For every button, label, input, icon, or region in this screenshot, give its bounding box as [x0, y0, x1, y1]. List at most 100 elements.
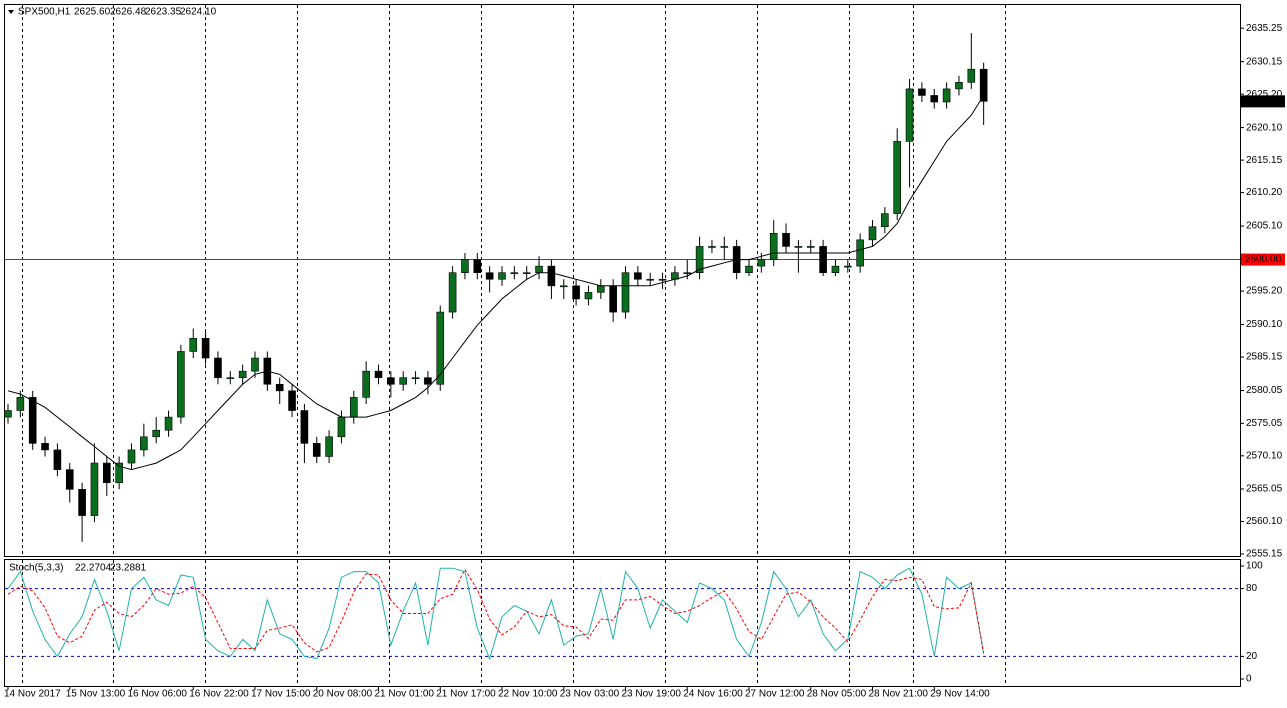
stoch-title: Stoch(5,3,3): [9, 563, 63, 574]
y-tick-label: 2610.20: [1246, 187, 1283, 198]
x-tick-label: 22 Nov 10:00: [498, 689, 558, 700]
candle-body: [831, 265, 840, 273]
ohlc-low: 2623.35: [145, 7, 182, 18]
x-tick-label: 21 Nov 01:00: [375, 689, 435, 700]
candle-body: [140, 436, 148, 451]
x-tick-label: 23 Nov 19:00: [622, 689, 682, 700]
candle-body: [535, 265, 543, 273]
candle-body: [609, 285, 617, 313]
candle-body: [720, 246, 729, 248]
y-tick-label: 2565.05: [1246, 484, 1283, 495]
x-tick-label: 16 Nov 22:00: [189, 689, 249, 700]
y-tick-label: 2575.05: [1246, 418, 1283, 429]
candle-body: [300, 410, 309, 444]
candle-body: [559, 285, 568, 288]
candle-body: [806, 246, 815, 248]
candle-body: [325, 436, 333, 457]
candle-body: [634, 272, 642, 280]
candle-body: [695, 246, 704, 273]
candle-body: [547, 265, 556, 287]
candle-body: [288, 390, 296, 411]
candle-body: [893, 141, 902, 214]
candle-body: [757, 259, 766, 267]
candle-body: [621, 272, 630, 313]
stoch-panel: [4, 559, 1241, 687]
symbol: SPX500,H1: [18, 7, 71, 18]
candle-body: [843, 265, 852, 268]
y-tick-label: 2630.15: [1246, 56, 1283, 67]
candle-body: [4, 410, 12, 418]
y-tick-label: 2585.15: [1246, 352, 1283, 363]
candle-body: [510, 272, 519, 274]
stoch-line: [7, 568, 985, 653]
x-tick-label: 28 Nov 21:00: [869, 689, 929, 700]
candle-body: [881, 213, 889, 228]
candle-body: [868, 226, 877, 241]
x-tick-label: 23 Nov 03:00: [560, 689, 620, 700]
candle-body: [856, 239, 864, 267]
stoch-k-readout: 22.2704: [75, 563, 112, 574]
candle-body: [127, 449, 136, 464]
candle-body: [522, 272, 531, 274]
last-price-label: 2624.10: [1245, 96, 1282, 107]
candle-body: [905, 88, 914, 142]
candle-body: [16, 397, 25, 411]
candle-body: [78, 489, 86, 516]
y-tick-label: 2595.20: [1246, 286, 1283, 297]
x-tick-label: 24 Nov 16:00: [683, 689, 743, 700]
candle-body: [312, 443, 321, 457]
y-tick-label: 2635.25: [1246, 23, 1283, 34]
candle-body: [782, 233, 790, 247]
y-tick-label: 100: [1246, 561, 1263, 572]
candle-body: [177, 351, 185, 418]
candle-body: [41, 443, 49, 451]
candle-body: [152, 429, 160, 438]
ohlc-open: 2625.60: [74, 7, 111, 18]
y-tick-label: 80: [1246, 583, 1258, 594]
candle-body: [473, 259, 482, 273]
candle-body: [572, 285, 580, 300]
stoch-d-readout: 23.2881: [110, 563, 147, 574]
candle-body: [596, 285, 605, 293]
x-tick-label: 16 Nov 06:00: [128, 689, 188, 700]
candle-body: [214, 357, 222, 379]
y-tick-label: 2570.10: [1246, 450, 1283, 461]
candle-body: [967, 68, 976, 83]
candle-body: [461, 259, 469, 273]
candle-body: [164, 416, 173, 431]
y-tick-label: 2615.15: [1246, 155, 1283, 166]
x-tick-label: 29 Nov 14:00: [930, 689, 990, 700]
candle-body: [436, 311, 445, 385]
candle-body: [485, 272, 494, 280]
candle-body: [115, 462, 123, 484]
candle-body: [448, 272, 457, 313]
menu-arrow[interactable]: [8, 10, 14, 14]
candle-body: [498, 272, 506, 280]
candle-body: [238, 370, 247, 379]
x-tick-label: 14 Nov 2017: [4, 689, 61, 700]
moving-average: [7, 95, 985, 471]
candle-body: [103, 462, 111, 484]
candle-body: [708, 246, 716, 248]
candle-body: [683, 272, 692, 274]
candle-body: [769, 233, 778, 260]
candle-body: [399, 377, 408, 385]
candle-body: [745, 265, 753, 273]
candle-body: [251, 357, 259, 372]
candle-body: [362, 370, 370, 398]
candle-body: [424, 377, 432, 385]
candle-body: [930, 95, 939, 103]
candle-body: [374, 370, 383, 379]
candle-body: [942, 88, 951, 103]
candle-body: [53, 449, 62, 470]
candle-body: [411, 377, 420, 380]
y-tick-label: 2625.20: [1246, 89, 1283, 100]
candle-body: [819, 246, 827, 273]
candle-body: [955, 82, 963, 90]
y-tick-label: 2560.10: [1246, 516, 1283, 527]
candle-body: [275, 383, 284, 392]
candle-body: [337, 416, 346, 438]
y-tick-label: 2580.05: [1246, 385, 1283, 396]
